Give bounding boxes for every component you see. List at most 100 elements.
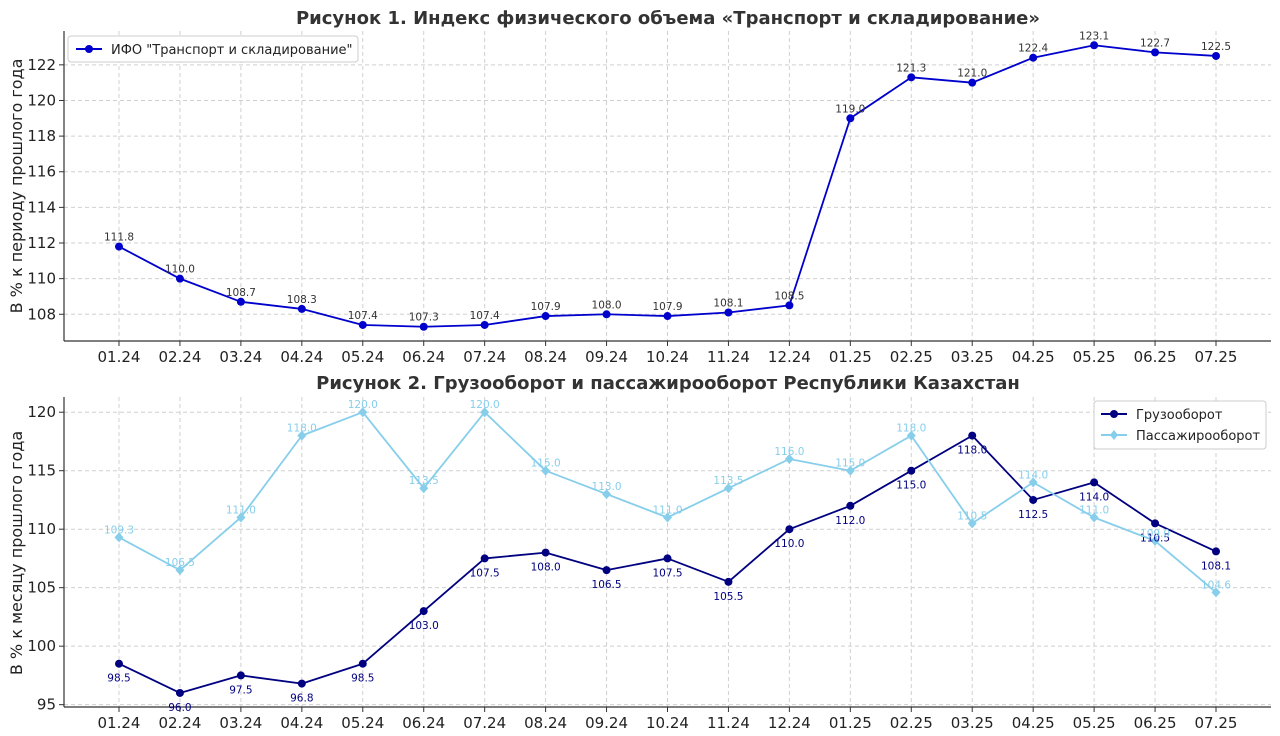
x-tick-label: 03.24 [219, 714, 262, 732]
chart-1-legend: ИФО "Транспорт и складирование" [67, 35, 359, 63]
data-label: 113.5 [713, 475, 743, 487]
data-point [236, 671, 245, 680]
x-tick-label: 02.24 [158, 714, 201, 732]
y-tick-label: 110 [27, 520, 56, 538]
chart-2-legend-label-freight: Грузооборот [1136, 408, 1223, 423]
data-label: 120.0 [348, 399, 378, 411]
data-label: 108.3 [287, 294, 317, 306]
chart-1-series [115, 41, 1220, 331]
data-point [907, 466, 916, 475]
x-tick-label: 07.25 [1195, 348, 1238, 366]
data-point [663, 554, 672, 563]
chart-1: Рисунок 1. Индекс физического объема «Тр… [7, 8, 1271, 366]
data-label: 111.0 [1079, 504, 1109, 516]
data-point [1212, 51, 1220, 60]
data-label: 113.0 [592, 481, 622, 493]
data-label: 111.0 [652, 504, 682, 516]
data-point [419, 607, 428, 616]
data-label: 115.0 [896, 480, 926, 492]
x-tick-label: 06.25 [1134, 714, 1177, 732]
data-label: 115.0 [835, 458, 865, 470]
data-point [602, 566, 611, 575]
chart-1-title: Рисунок 1. Индекс физического объема «Тр… [296, 8, 1040, 29]
x-tick-label: 04.25 [1012, 348, 1055, 366]
y-tick-label: 115 [27, 462, 56, 480]
data-point [907, 73, 916, 82]
x-tick-label: 09.24 [585, 348, 628, 366]
data-point [784, 454, 794, 464]
data-point [663, 512, 672, 523]
x-tick-label: 02.25 [890, 714, 933, 732]
x-tick-label: 12.24 [768, 348, 811, 366]
chart-1-y-ticks: 108 110 112 114 116 118 120 122 [27, 56, 64, 323]
data-point [480, 554, 489, 563]
x-tick-label: 07.24 [463, 348, 506, 366]
data-point [1212, 547, 1220, 556]
data-label: 122.5 [1201, 41, 1231, 53]
y-tick-label: 108 [27, 305, 56, 323]
data-label: 109.3 [104, 524, 134, 536]
x-tick-label: 07.25 [1195, 714, 1238, 732]
x-tick-label: 06.24 [402, 348, 445, 366]
data-point [968, 78, 977, 87]
x-tick-label: 11.24 [707, 714, 750, 732]
x-tick-label: 02.24 [158, 348, 201, 366]
data-point [175, 565, 185, 576]
x-tick-label: 01.25 [829, 348, 872, 366]
y-tick-label: 120 [27, 91, 56, 109]
data-point [1029, 495, 1038, 504]
chart-2-legend-box [1093, 400, 1267, 450]
data-point [541, 548, 550, 557]
data-label: 112.5 [1018, 509, 1048, 521]
chart-2-legend-label-passenger: Пассажирооборот [1136, 429, 1260, 444]
data-label: 110.0 [165, 264, 195, 276]
y-tick-label: 105 [27, 579, 56, 597]
x-tick-label: 05.25 [1073, 714, 1116, 732]
data-label: 106.5 [592, 579, 622, 591]
x-tick-label: 06.24 [402, 714, 445, 732]
data-label: 108.0 [592, 299, 622, 311]
data-point [1028, 477, 1038, 488]
data-label: 109.0 [1140, 528, 1170, 540]
data-point [723, 483, 733, 494]
data-point [297, 679, 306, 688]
data-point [845, 465, 855, 476]
y-tick-label: 95 [37, 696, 56, 714]
data-label: 98.5 [351, 673, 374, 685]
data-point [115, 242, 123, 251]
x-tick-label: 04.24 [280, 348, 323, 366]
x-tick-label: 04.25 [1012, 714, 1055, 732]
data-point [968, 431, 977, 440]
data-label: 123.1 [1079, 30, 1109, 42]
data-point [724, 308, 733, 317]
data-label: 122.4 [1018, 43, 1048, 55]
x-tick-label: 12.24 [768, 714, 811, 732]
data-label: 108.1 [1201, 560, 1231, 572]
chart-1-legend-box [67, 35, 359, 63]
y-tick-label: 110 [27, 270, 56, 288]
chart-2-legend: Грузооборот Пассажирооборот [1093, 400, 1267, 450]
chart-2-grid [64, 397, 1271, 707]
x-tick-label: 05.25 [1073, 348, 1116, 366]
data-label: 112.0 [835, 515, 865, 527]
y-tick-label: 114 [27, 198, 56, 216]
data-label: 114.0 [1018, 469, 1048, 481]
data-label: 111.8 [104, 232, 134, 244]
data-label: 96.0 [168, 702, 191, 714]
data-point [358, 407, 368, 418]
data-point [115, 659, 123, 668]
data-label: 103.0 [409, 620, 439, 632]
data-label: 120.0 [470, 399, 500, 411]
data-point [906, 430, 916, 441]
chart-2-legend-marker-passenger [1110, 430, 1118, 440]
data-label: 106.5 [165, 557, 195, 569]
data-label: 107.9 [652, 301, 682, 313]
data-point [419, 322, 428, 331]
data-label: 107.4 [348, 310, 378, 322]
x-tick-label: 01.24 [98, 348, 141, 366]
data-label: 110.5 [957, 510, 987, 522]
x-tick-label: 09.24 [585, 714, 628, 732]
data-point [236, 512, 246, 523]
data-label: 105.5 [713, 591, 743, 603]
data-point [1150, 535, 1160, 546]
